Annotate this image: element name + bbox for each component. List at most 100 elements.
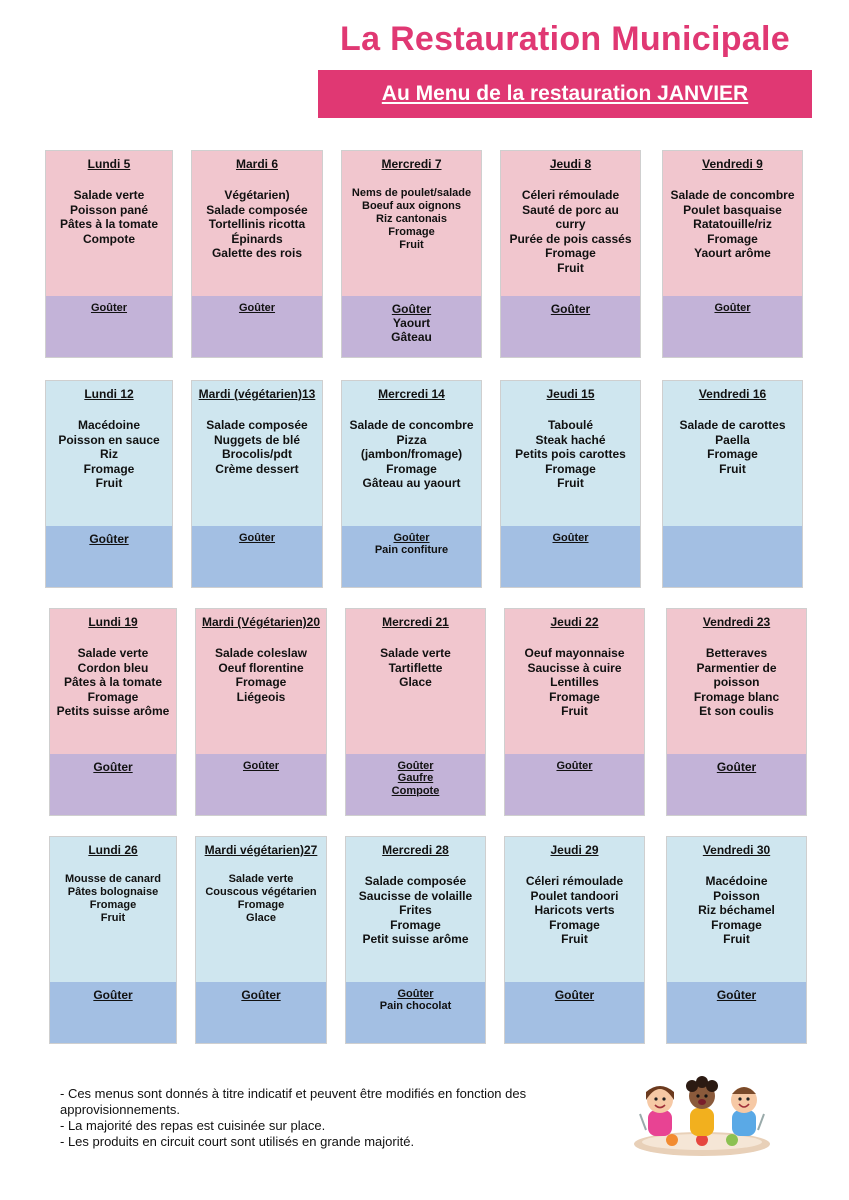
day-label: Jeudi 22 <box>550 615 599 629</box>
menu-item: Galette des rois <box>211 246 303 260</box>
menu-item: poisson <box>713 675 760 689</box>
gouter-section: Goûter <box>667 754 806 815</box>
menu-item: Saucisse à cuire <box>527 660 622 675</box>
note: - Les produits en circuit court sont uti… <box>60 1134 415 1149</box>
gouter-label: Goûter <box>391 302 432 316</box>
gouter-label: Goûter <box>714 302 751 314</box>
day-label: Vendredi 9 <box>702 157 763 171</box>
gouter-section: Goûter Yaourt Gâteau <box>342 296 481 357</box>
menu-item: Cordon bleu <box>77 660 149 675</box>
menu-item: Crème dessert <box>215 461 299 476</box>
meal-section: Mercredi 7 Nems de poulet/salade Boeuf aux… <box>342 151 481 296</box>
menu-item: Fromage <box>83 461 135 476</box>
menu-item: Céleri rémoulade <box>521 188 620 202</box>
menu-day-card: Mercredi 7 Nems de poulet/salade Boeuf aux… <box>341 150 482 358</box>
menu-day-card: Mercredi 21 Salade verte Tartiflette Glace G… <box>345 608 486 816</box>
menu-day-card: Jeudi 8 Céleri rémoulade Sauté de porc au c… <box>500 150 641 358</box>
menu-item: Macédoine <box>77 418 140 432</box>
menu-item: Oeuf mayonnaise <box>524 646 625 660</box>
meal-section: Jeudi 29 Céleri rémoulade Poulet tandoori H… <box>505 837 644 982</box>
menu-item: Fruit <box>100 912 126 924</box>
menu-item: Fromage <box>390 917 441 932</box>
gouter-section: Goûter Pain confiture <box>342 526 481 587</box>
day-label: Jeudi 15 <box>546 387 595 401</box>
menu-item: Salade composée <box>206 202 308 217</box>
menu-item: Riz cantonais <box>376 213 447 225</box>
day-label: Mardi 6 <box>235 157 278 171</box>
meal-section: Vendredi 16 Salade de carottes Paella Froma… <box>663 381 802 526</box>
menu-item: Salade coleslaw <box>214 646 308 660</box>
gouter-section: Goûter <box>46 296 172 357</box>
menu-item: Salade verte <box>380 646 451 660</box>
day-label: Vendredi 16 <box>698 387 767 401</box>
menu-day-card: Vendredi 9 Salade de concombre Poulet basq… <box>662 150 803 358</box>
gouter-item: Gaufre <box>397 772 434 784</box>
meal-section: Jeudi 22 Oeuf mayonnaise Saucisse à cuire L… <box>505 609 644 754</box>
menu-item: Poisson en sauce <box>58 432 160 447</box>
menu-item: Fromage <box>237 899 285 911</box>
menu-item: Fruit <box>557 476 584 490</box>
menu-item: Purée de pois cassés <box>509 231 632 246</box>
menu-item: Salade verte <box>77 646 149 660</box>
menu-item: Boeuf aux oignons <box>362 200 461 212</box>
gouter-label: Goûter <box>556 760 593 772</box>
menu-item: Fromage <box>89 899 137 911</box>
menu-item: Fromage <box>707 231 758 246</box>
gouter-label: Goûter <box>397 988 434 1000</box>
menu-item: (jambon/fromage) <box>360 447 463 461</box>
menu-item: Pizza <box>396 432 427 447</box>
notes: - Ces menus sont donnés à titre indicati… <box>60 1086 620 1150</box>
gouter-label: Goûter <box>93 988 133 1002</box>
menu-item: Salade verte <box>73 188 145 202</box>
menu-day-card: Lundi 12 Macédoine Poisson en sauce Riz From… <box>45 380 173 588</box>
menu-item: Paella <box>715 432 750 447</box>
page-title: La Restauration Municipale <box>340 20 790 58</box>
day-label: Mercredi 7 <box>381 157 442 171</box>
menu-item: Fromage <box>545 246 596 260</box>
menu-item: Compote <box>83 231 135 246</box>
menu-item: Haricots verts <box>534 903 615 917</box>
menu-item: Betteraves <box>705 646 768 660</box>
menu-day-card: Mardi (Végétarien)20 Salade coleslaw Oeuf … <box>195 608 327 816</box>
menu-item: Ratatouille/riz <box>693 217 772 231</box>
gouter-label: Goûter <box>716 760 757 774</box>
meal-section: Mardi (végétarien)13 Salade composée Nugge… <box>192 381 322 526</box>
menu-item: Fromage <box>707 447 758 461</box>
menu-item: Fromage <box>87 689 139 704</box>
gouter-label: Goûter <box>554 988 595 1002</box>
meal-section: Mardi végétarien)27 Salade verte Couscous … <box>196 837 326 982</box>
menu-item: Salade de carottes <box>679 418 786 432</box>
menu-day-card: Vendredi 23 Betteraves Parmentier de poisso… <box>666 608 807 816</box>
menu-item: Steak haché <box>535 432 606 447</box>
menu-item: Épinards <box>231 231 283 246</box>
gouter-label: Goûter <box>552 532 589 544</box>
menu-item: Poisson <box>713 888 760 903</box>
menu-item: Saucisse de volaille <box>358 888 473 903</box>
menu-item: Nuggets de blé <box>213 432 300 447</box>
menu-item: Couscous végétarien <box>205 886 317 898</box>
menu-item: Salade composée <box>206 418 308 432</box>
menu-item: Fruit <box>561 932 588 946</box>
menu-item: Et son coulis <box>699 704 774 718</box>
gouter-section: Goûter <box>663 296 802 357</box>
gouter-item: Gâteau <box>391 330 432 344</box>
menu-banner: Au Menu de la restauration JANVIER <box>318 70 812 118</box>
day-label: Jeudi 29 <box>550 843 599 857</box>
menu-item: Fruit <box>557 260 584 275</box>
meal-section: Mardi (Végétarien)20 Salade coleslaw Oeuf … <box>196 609 326 754</box>
menu-item: Parmentier de <box>696 660 777 675</box>
gouter-label: Goûter <box>238 532 276 544</box>
note: - La majorité des repas est cuisinée sur… <box>60 1118 326 1133</box>
menu-item: Fromage blanc <box>693 689 780 704</box>
menu-item: Yaourt arôme <box>694 246 771 260</box>
day-label: Mardi (Végétarien)20 <box>201 615 321 629</box>
meal-section: Lundi 12 Macédoine Poisson en sauce Riz From… <box>46 381 172 526</box>
menu-item: Oeuf florentine <box>218 660 304 675</box>
gouter-label: Goûter <box>397 760 434 772</box>
day-label: Jeudi 8 <box>549 157 592 171</box>
day-label: Lundi 19 <box>88 615 138 629</box>
menu-item: Glace <box>399 675 432 689</box>
menu-item: Sauté de porc au <box>522 202 619 217</box>
menu-item: Végétarien) <box>224 188 290 202</box>
menu-item: Brocolis/pdt <box>221 447 292 461</box>
